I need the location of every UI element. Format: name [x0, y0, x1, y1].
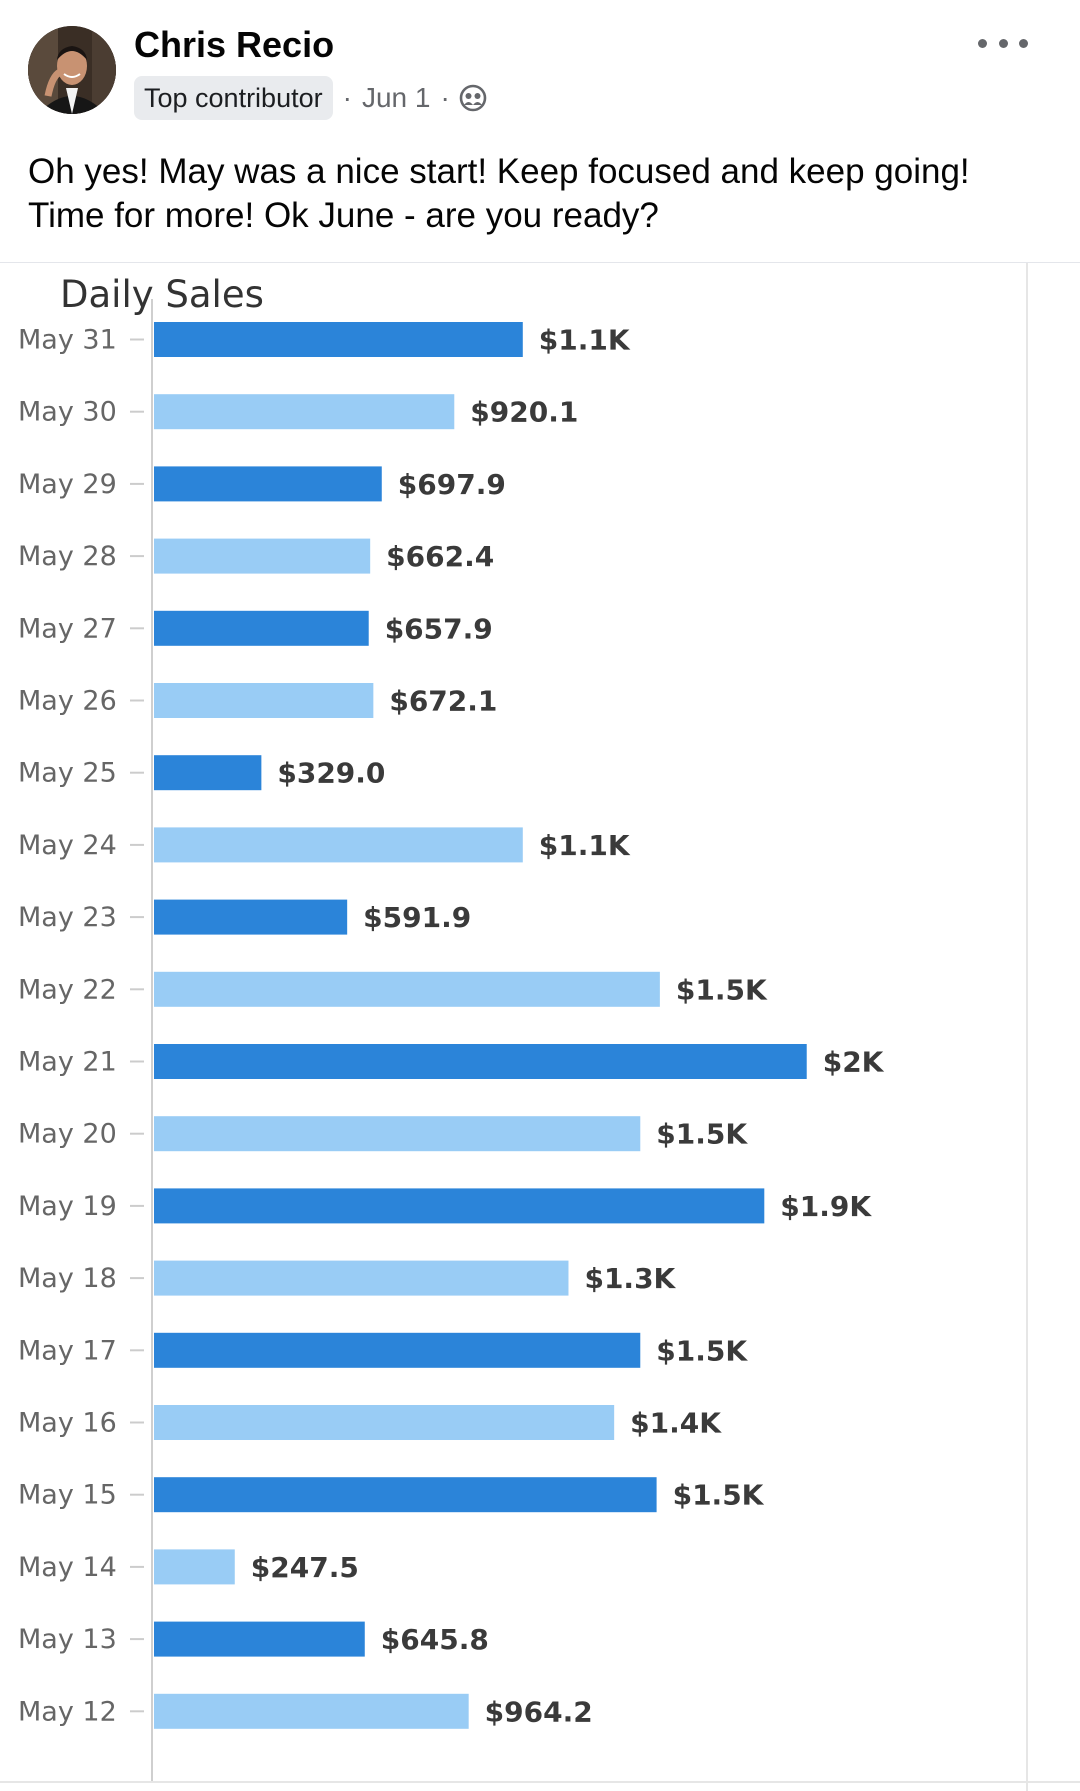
- data-label: $1.5K: [673, 1479, 765, 1512]
- bar: [154, 827, 523, 863]
- category-label: May 21: [18, 1047, 117, 1078]
- meta-separator: ·: [440, 82, 450, 113]
- data-label: $1.5K: [676, 973, 768, 1006]
- bar: [154, 1188, 765, 1224]
- more-dots-icon: [998, 38, 1008, 48]
- bar: [154, 1621, 365, 1657]
- category-label: May 14: [18, 1552, 117, 1583]
- category-label: May 27: [18, 613, 117, 644]
- category-label: May 12: [18, 1696, 117, 1727]
- bar: [154, 755, 262, 791]
- bar: [154, 1260, 569, 1296]
- author-name[interactable]: Chris Recio: [134, 24, 335, 65]
- category-label: May 16: [18, 1408, 117, 1439]
- meta-separator: ·: [342, 82, 352, 113]
- bar: [154, 1044, 807, 1079]
- data-label: $657.9: [385, 612, 493, 645]
- data-label: $672.1: [389, 685, 497, 718]
- post-image[interactable]: Daily Sales May 31 $1.1K May 30 $920.1 May 2…: [0, 262, 1080, 1791]
- friends-icon: [459, 84, 487, 112]
- category-label: May 15: [18, 1480, 117, 1511]
- category-label: May 19: [18, 1191, 117, 1222]
- category-label: May 20: [18, 1119, 117, 1150]
- more-dots-icon: [1019, 38, 1028, 48]
- avatar[interactable]: [28, 26, 116, 114]
- data-label: $329.0: [277, 757, 385, 790]
- top-contributor-badge[interactable]: Top contributor: [134, 76, 333, 120]
- bar: [154, 538, 371, 574]
- image-border: [1026, 263, 1028, 1791]
- daily-sales-chart: Daily Sales May 31 $1.1K May 30 $920.1 May 2…: [18, 273, 885, 1781]
- bar: [154, 1332, 641, 1368]
- data-label: $1.9K: [780, 1190, 872, 1223]
- post-text-line: Oh yes! May was a nice start! Keep focus…: [28, 152, 970, 191]
- bar: [154, 1549, 235, 1585]
- bar: [154, 683, 374, 718]
- data-label: $1.4K: [630, 1407, 722, 1440]
- category-label: May 24: [18, 830, 117, 861]
- category-label: May 29: [18, 469, 117, 500]
- avatar-image: [28, 26, 116, 114]
- data-label: $920.1: [470, 396, 578, 429]
- data-label: $247.5: [251, 1551, 359, 1584]
- data-label: $697.9: [398, 468, 506, 501]
- data-label: $1.1K: [539, 324, 631, 357]
- category-label: May 30: [18, 397, 117, 428]
- bar: [154, 394, 455, 430]
- category-label: May 17: [18, 1335, 117, 1366]
- more-options-button[interactable]: [978, 28, 1028, 58]
- bar: [154, 1405, 615, 1440]
- data-label: $2K: [823, 1046, 885, 1079]
- data-label: $1.1K: [539, 829, 631, 862]
- image-border: [0, 1781, 1080, 1783]
- bar: [154, 1477, 657, 1513]
- bar: [154, 899, 348, 935]
- post-text: Oh yes! May was a nice start! Keep focus…: [28, 150, 1048, 238]
- category-label: May 31: [18, 325, 117, 356]
- bar: [154, 971, 660, 1007]
- data-label: $1.5K: [656, 1334, 748, 1367]
- data-label: $1.3K: [584, 1262, 676, 1295]
- post-header: Chris Recio Top contributor · Jun 1 ·: [0, 0, 1080, 130]
- category-label: May 22: [18, 974, 117, 1005]
- category-label: May 25: [18, 758, 117, 789]
- post-text-line: Time for more! Ok June - are you ready?: [28, 196, 659, 235]
- bar: [154, 322, 523, 357]
- bar: [154, 1116, 641, 1152]
- more-dots-icon: [978, 38, 987, 48]
- category-label: May 28: [18, 541, 117, 572]
- data-label: $591.9: [363, 901, 471, 934]
- data-label: $645.8: [381, 1623, 489, 1656]
- post-date[interactable]: Jun 1: [361, 82, 431, 113]
- category-label: May 18: [18, 1263, 117, 1294]
- post-meta: Top contributor · Jun 1 ·: [134, 76, 488, 120]
- category-label: May 26: [18, 686, 117, 717]
- data-label: $1.5K: [656, 1118, 748, 1151]
- bar: [154, 610, 369, 646]
- bar: [154, 466, 382, 502]
- category-label: May 23: [18, 902, 117, 933]
- data-label: $964.2: [485, 1695, 593, 1728]
- data-label: $662.4: [386, 540, 494, 573]
- category-label: May 13: [18, 1624, 117, 1655]
- chart-title: Daily Sales: [60, 273, 264, 316]
- bar: [154, 1693, 469, 1729]
